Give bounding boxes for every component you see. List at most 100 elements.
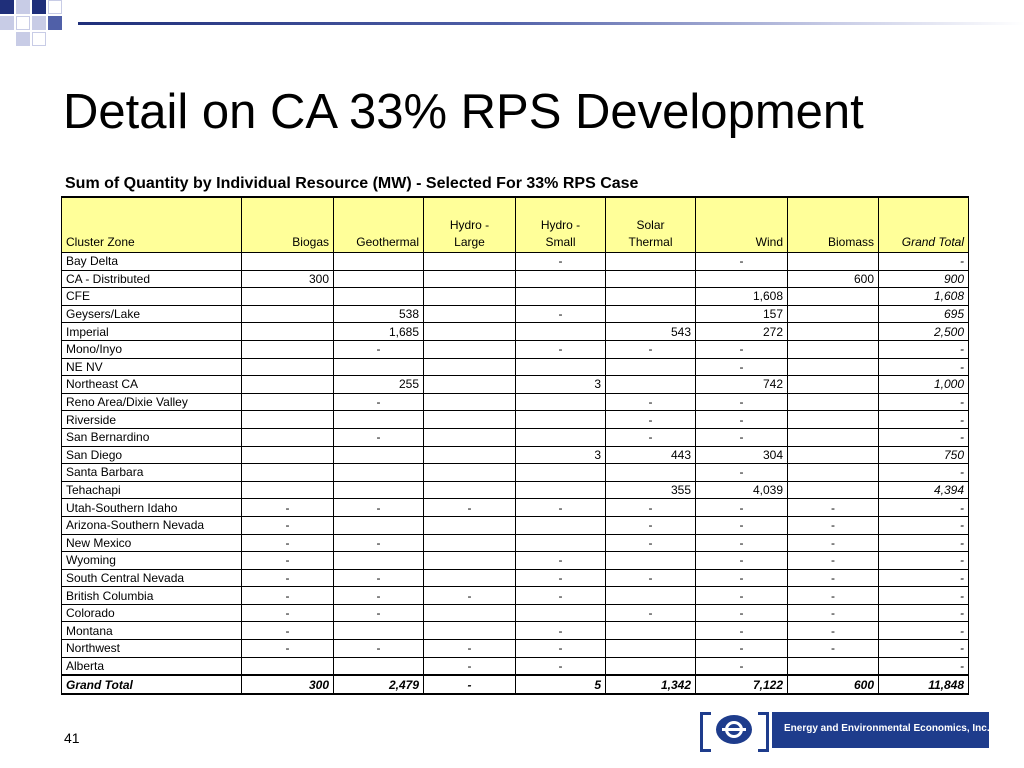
value-cell: - (241, 515, 334, 535)
value-cell (333, 287, 424, 306)
cluster-zone-cell: Wyoming (61, 551, 242, 570)
value-cell (787, 427, 879, 447)
cluster-zone-cell: CFE (61, 287, 242, 306)
value-cell: - (878, 551, 969, 570)
value-cell: - (695, 515, 788, 535)
value-cell (333, 656, 424, 676)
value-cell: - (787, 515, 879, 535)
value-cell: - (787, 568, 879, 588)
value-cell: 1,342 (605, 674, 696, 695)
value-cell (787, 339, 879, 359)
value-cell (241, 375, 334, 394)
decorative-square (48, 16, 62, 30)
cluster-zone-cell: Riverside (61, 410, 242, 429)
value-cell (605, 639, 696, 658)
value-cell (787, 445, 879, 465)
value-cell: - (605, 603, 696, 623)
column-header: Biogas (241, 196, 334, 253)
column-header-line: Geothermal (356, 235, 419, 249)
value-cell: 543 (605, 322, 696, 341)
rps-table: Cluster Zone Biogas Geothermal Hydro - Large… (61, 196, 969, 695)
value-cell: - (605, 427, 696, 447)
decorative-square (0, 0, 14, 14)
value-cell: - (878, 568, 969, 588)
value-cell (787, 287, 879, 306)
value-cell (241, 357, 334, 377)
logo-mark-icon (716, 715, 752, 744)
table-row: Wyoming - - - - - (61, 551, 969, 570)
value-cell: - (787, 533, 879, 553)
value-cell (333, 269, 424, 289)
value-cell: - (787, 586, 879, 605)
value-cell: 4,394 (878, 480, 969, 500)
value-cell: - (878, 357, 969, 377)
value-cell: - (241, 551, 334, 570)
value-cell: - (333, 586, 424, 605)
column-header-line: Hydro - (449, 218, 490, 232)
value-cell: - (515, 621, 606, 641)
value-cell: 695 (878, 304, 969, 324)
value-cell: - (878, 392, 969, 412)
value-cell (333, 445, 424, 465)
value-cell (515, 392, 606, 412)
logo-bracket-right (758, 712, 769, 752)
table-row: Northeast CA 255 3 742 1,000 (61, 375, 969, 394)
company-logo: Energy and Environmental Economics, Inc. (700, 712, 990, 752)
value-cell (333, 551, 424, 570)
column-header: Wind (695, 196, 788, 253)
table-row: Geysers/Lake 538 - 157 695 (61, 304, 969, 324)
cluster-zone-cell: Reno Area/Dixie Valley (61, 392, 242, 412)
table-row: Mono/Inyo - - - - - (61, 339, 969, 359)
value-cell: - (333, 533, 424, 553)
value-cell (605, 375, 696, 394)
column-header-line: Solar (636, 218, 665, 232)
cluster-zone-cell: Mono/Inyo (61, 339, 242, 359)
table-row: Colorado - - - - - - (61, 603, 969, 623)
value-cell: - (787, 551, 879, 570)
value-cell: 750 (878, 445, 969, 465)
cluster-zone-cell: British Columbia (61, 586, 242, 605)
value-cell (423, 304, 516, 324)
value-cell: - (241, 621, 334, 641)
value-cell: - (695, 568, 788, 588)
value-cell: - (515, 304, 606, 324)
value-cell (333, 357, 424, 377)
value-cell: - (515, 656, 606, 676)
value-cell (515, 533, 606, 553)
value-cell (605, 252, 696, 271)
column-header-line: Grand Total (901, 235, 964, 249)
cluster-zone-cell: Northwest (61, 639, 242, 658)
value-cell: 304 (695, 445, 788, 465)
cluster-zone-cell: Arizona-Southern Nevada (61, 515, 242, 535)
value-cell: - (878, 586, 969, 605)
value-cell (423, 515, 516, 535)
value-cell: - (878, 427, 969, 447)
decorative-square (16, 16, 30, 30)
value-cell (423, 463, 516, 482)
value-cell: 742 (695, 375, 788, 394)
value-cell: 900 (878, 269, 969, 289)
value-cell (787, 304, 879, 324)
value-cell: - (333, 339, 424, 359)
value-cell (423, 322, 516, 341)
decorative-square (16, 32, 30, 46)
value-cell (333, 252, 424, 271)
value-cell (423, 480, 516, 500)
cluster-zone-cell: Imperial (61, 322, 242, 341)
column-header-line: Hydro - (540, 218, 581, 232)
value-cell (241, 252, 334, 271)
value-cell: 157 (695, 304, 788, 324)
value-cell (605, 551, 696, 570)
value-cell: - (878, 252, 969, 271)
table-row: New Mexico - - - - - - (61, 533, 969, 553)
cluster-zone-cell: Montana (61, 621, 242, 641)
value-cell: - (878, 621, 969, 641)
value-cell: 1,608 (695, 287, 788, 306)
table-row: CA - Distributed 300 600 900 (61, 269, 969, 289)
value-cell: - (515, 639, 606, 658)
value-cell: - (878, 463, 969, 482)
column-header: Geothermal (333, 196, 424, 253)
value-cell (423, 621, 516, 641)
value-cell (423, 445, 516, 465)
value-cell: 2,479 (333, 674, 424, 695)
